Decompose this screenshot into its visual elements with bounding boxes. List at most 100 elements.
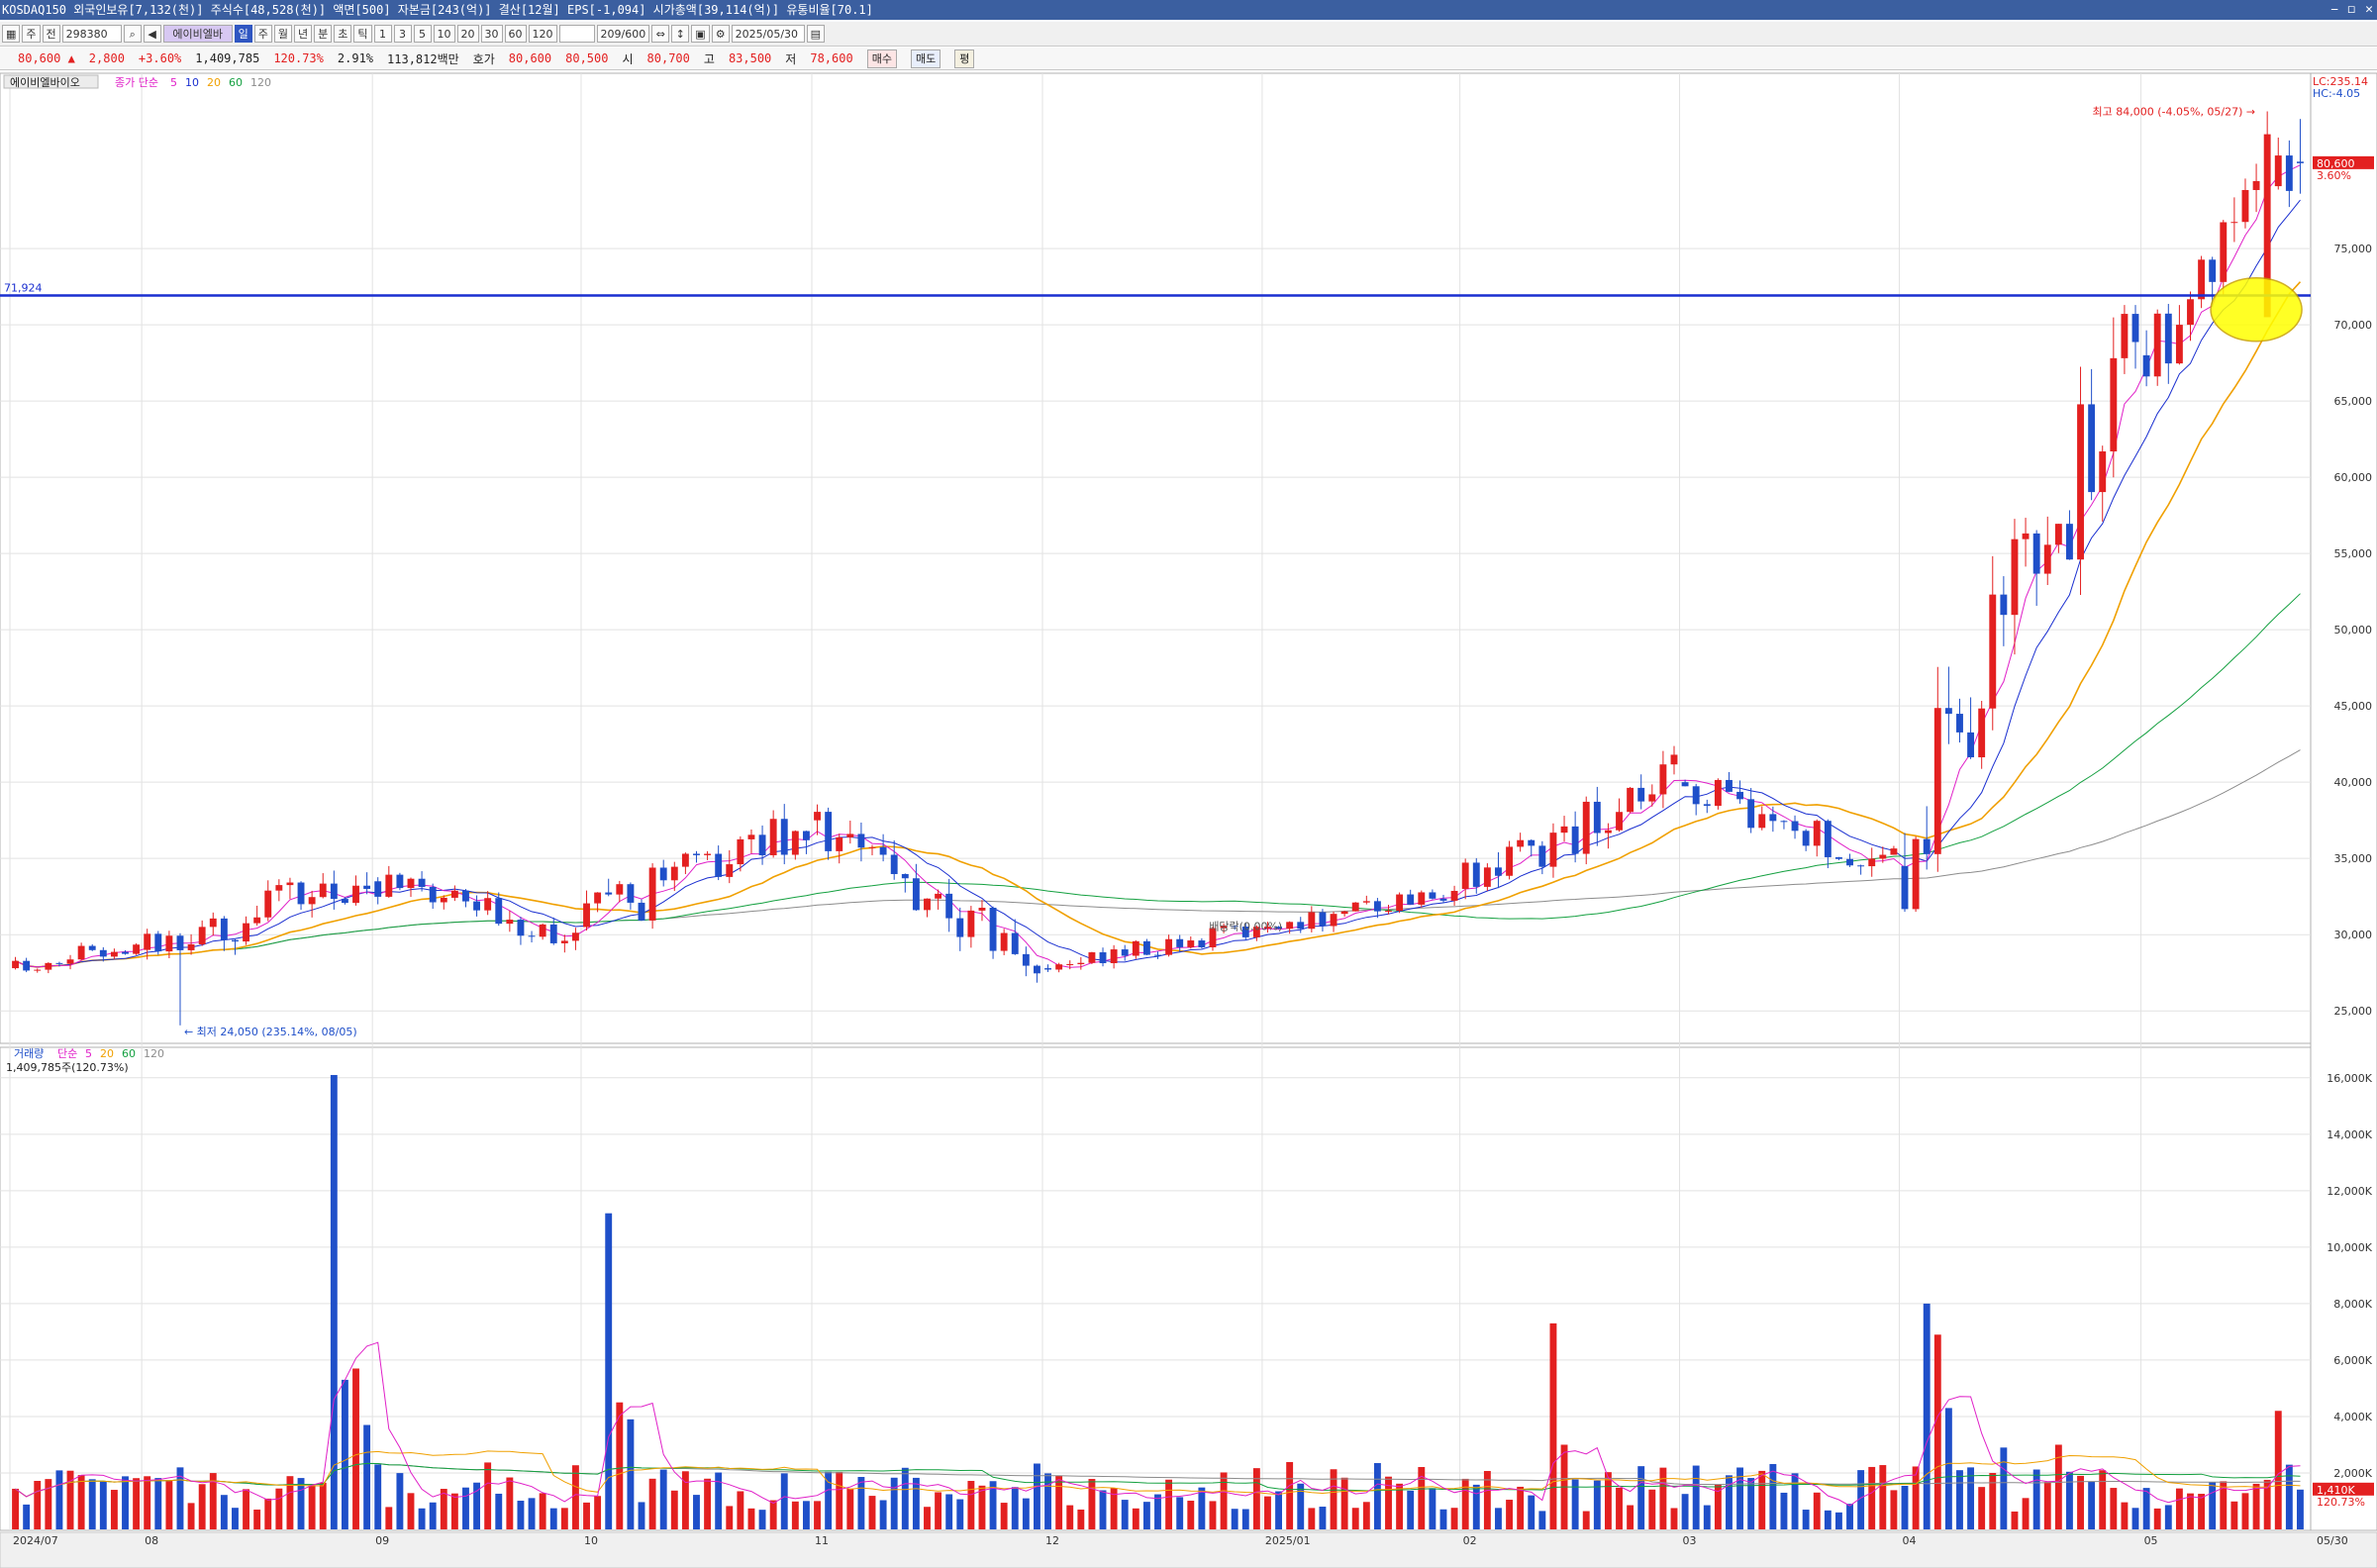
period-month[interactable]: 월 [273,25,293,43]
candle-body [901,873,909,879]
period-day[interactable]: 일 [234,25,252,43]
volume-bar [1769,1463,1777,1529]
minimize-icon[interactable]: ⎯ [2330,2,2338,17]
volume-bar [1824,1510,1832,1529]
interval-20[interactable]: 20 [456,25,479,43]
volume-tick-label: 16,000K [2327,1072,2372,1085]
candle-body [1857,865,1865,867]
candle-body [1703,804,1711,807]
candle-body [1362,901,1370,903]
volume-bar [1340,1477,1348,1529]
legend-ma-60: 60 [229,76,243,89]
candle-body [747,834,755,839]
interval-5[interactable]: 5 [413,25,432,43]
date-input[interactable]: 2025/05/30 [731,25,805,43]
volume-bar [594,1496,602,1529]
window-titlebar: KOSDAQ150 외국인보유[7,132(천)] 주식수[48,528(천)]… [0,0,2377,20]
candle-body [1648,794,1656,802]
candle-body [55,962,63,964]
volume-bar [2121,1502,2129,1529]
candle-body [1978,708,1986,758]
volume-bar [1220,1472,1228,1529]
candle-body [1176,938,1184,947]
volume-bar [1209,1501,1217,1529]
volume-bar [1241,1509,1249,1529]
candle-body [1681,782,1689,787]
volume-bar [659,1469,667,1529]
volume-bar [769,1500,777,1529]
period-week[interactable]: 주 [253,25,272,43]
interval-30[interactable]: 30 [480,25,503,43]
x-tick-label: 09 [375,1534,389,1547]
volume-bar [1077,1509,1085,1529]
eq-button[interactable]: 평 [954,49,975,68]
layout-icon[interactable]: ▦ [2,25,21,43]
candle-body [2054,524,2062,545]
mode-select[interactable]: 주 [22,25,41,43]
interval-120[interactable]: 120 [528,25,557,43]
volume-bar [308,1485,316,1529]
gear-icon[interactable]: ⚙ [711,25,730,43]
maximize-icon[interactable]: ◻ [2347,2,2356,17]
volume-bar [1593,1480,1601,1529]
candle-body [23,960,31,971]
volume-bar [2241,1493,2249,1529]
market-select[interactable]: 전 [42,25,60,43]
volume-bar [55,1470,63,1529]
candle-body [2032,533,2040,574]
candle-body [825,812,833,851]
volume-bar [374,1464,382,1529]
interval-10[interactable]: 10 [433,25,455,43]
save-icon[interactable]: ▣ [691,25,710,43]
volume-bar [2032,1469,2040,1529]
trade-volume: 1,409,785 [195,51,260,65]
volume-bar [1571,1479,1579,1529]
close-icon[interactable]: ✕ [2365,2,2373,17]
volume-bar [1604,1472,1612,1529]
highlight-ellipse [2210,276,2303,343]
candle-body [1121,949,1129,956]
speaker-icon[interactable]: ◀ [143,25,161,43]
interval-custom-input[interactable] [558,25,595,43]
interval-1[interactable]: 1 [373,25,392,43]
x-tick-label: 2025/01 [1265,1534,1311,1547]
candle-body [814,812,821,821]
candle-body [1297,922,1305,930]
volume-bar [2274,1411,2282,1529]
volume-tick-label: 2,000K [2333,1467,2372,1480]
candle-body [935,893,942,899]
volume-bar [385,1507,393,1529]
interval-3[interactable]: 3 [393,25,412,43]
stock-code-input[interactable]: 298380 [61,25,122,43]
candle-body [956,918,964,937]
period-minute[interactable]: 분 [314,25,333,43]
candle-body [1373,901,1381,912]
scale-icon[interactable]: ↕ [671,25,690,43]
stock-name-field[interactable]: 에이비엘바 [162,25,233,43]
volume-bar [989,1481,997,1529]
volume-ma5-line [15,1341,2301,1507]
period-tick[interactable]: 틱 [353,25,372,43]
buy-button[interactable]: 매수 [866,49,897,68]
interval-60[interactable]: 60 [504,25,527,43]
volume-bar [165,1480,173,1529]
sell-button[interactable]: 매도 [910,49,941,68]
search-icon[interactable]: ⌕ [123,25,142,43]
zoom-icon[interactable]: ⇔ [651,25,670,43]
volume-bar [912,1477,920,1529]
candle-body [1517,839,1525,847]
count-field[interactable]: 209/600 [596,25,650,43]
candle-body [549,924,557,943]
volume-bar [1780,1492,1788,1529]
candle-body [1418,892,1426,905]
candle-body [1154,954,1161,956]
candle-body [1011,932,1019,954]
volume-bar [1351,1508,1359,1529]
period-year[interactable]: 년 [294,25,313,43]
stock-chart[interactable]: 25,000 30,000 35,000 40,000 45,000 50,000 55,0… [0,71,2377,1568]
period-second[interactable]: 초 [334,25,352,43]
volume-bar [1791,1473,1799,1529]
calendar-icon[interactable]: ▤ [806,25,826,43]
volume-bar [154,1478,162,1529]
candle-body [2110,357,2118,452]
